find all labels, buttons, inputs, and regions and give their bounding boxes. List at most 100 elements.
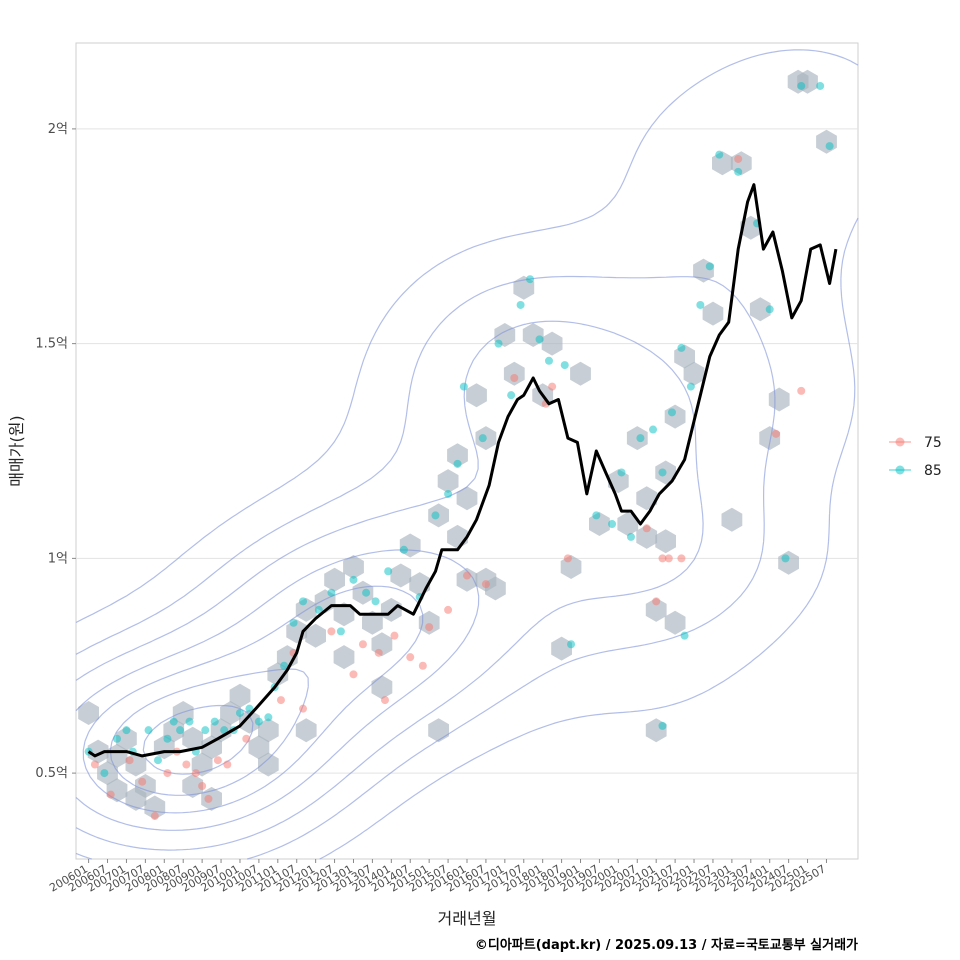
hexbin-cell: [456, 486, 478, 511]
hexbin-cell: [456, 567, 478, 592]
data-point-75: [481, 580, 490, 589]
hexbin-cell: [749, 297, 771, 322]
hexbin-cell: [182, 726, 204, 751]
hexbin-cell: [333, 602, 355, 627]
hexbin-cell: [305, 623, 326, 648]
hexbin-cell: [258, 752, 279, 777]
data-point-85: [677, 343, 686, 352]
x-axis: 2006012006072007012007072008012008072009…: [47, 859, 828, 895]
data-point-85: [680, 631, 689, 640]
data-point-85: [608, 520, 617, 529]
hexbin-cell: [683, 361, 705, 386]
hexbin-cell: [258, 718, 279, 743]
data-point-75: [374, 648, 383, 657]
median-line: [87, 183, 838, 758]
hexbin-cell: [239, 709, 260, 734]
data-point-85: [299, 597, 308, 606]
data-point-85: [507, 391, 516, 400]
data-point-85: [544, 356, 553, 365]
y-axis-title: 매매가(원): [7, 415, 26, 486]
data-point-85: [280, 661, 289, 670]
data-point-75: [390, 631, 399, 640]
data-point-85: [362, 588, 371, 597]
hexbin-cell: [702, 301, 724, 326]
data-point-75: [797, 386, 806, 395]
hexbin-cell: [645, 597, 667, 622]
data-point-85: [459, 382, 468, 391]
data-point-85: [431, 511, 440, 520]
data-point-75: [299, 704, 308, 713]
legend-key-point: [895, 465, 905, 475]
contour-line: [82, 585, 424, 814]
data-point-85: [453, 459, 462, 468]
density-contours: [75, 49, 859, 860]
data-point-85: [163, 734, 172, 743]
data-point-85: [715, 150, 724, 159]
contour-line: [109, 668, 309, 796]
data-point-75: [163, 769, 172, 778]
data-point-85: [617, 468, 626, 477]
data-point-75: [90, 760, 99, 769]
hexbin-cell: [636, 486, 658, 511]
hexbin-cell: [636, 524, 658, 549]
data-point-75: [204, 794, 213, 803]
data-point-85: [235, 708, 244, 717]
data-point-85: [636, 434, 645, 443]
hexbin-cell: [541, 331, 563, 356]
hexbin-cell: [116, 726, 137, 751]
median-line-layer: [87, 183, 838, 758]
data-point-75: [425, 623, 434, 632]
data-point-75: [548, 382, 557, 391]
data-point-85: [314, 605, 323, 614]
hexbin-cell: [125, 786, 147, 811]
data-point-85: [658, 468, 667, 477]
data-point-85: [245, 704, 254, 713]
hexbin-cell: [503, 361, 525, 386]
data-point-85: [765, 305, 774, 314]
data-point-85: [327, 588, 336, 597]
data-point-85: [649, 425, 658, 434]
legend-label: 85: [924, 463, 942, 479]
y-tick-label: 2억: [48, 122, 68, 137]
data-point-85: [478, 434, 487, 443]
data-point-75: [677, 554, 686, 563]
data-point-85: [686, 382, 695, 391]
data-point-75: [150, 812, 159, 821]
hexbin-cell: [362, 610, 383, 635]
data-point-85: [336, 627, 345, 636]
data-point-75: [658, 554, 667, 563]
hexbin-cell: [144, 795, 166, 820]
data-point-85: [144, 726, 153, 735]
data-point-85: [220, 726, 229, 735]
data-point-85: [797, 81, 806, 90]
data-point-75: [198, 781, 207, 790]
data-point-85: [516, 300, 525, 309]
data-point-75: [358, 640, 367, 649]
data-point-85: [567, 640, 576, 649]
data-point-75: [734, 154, 743, 163]
data-point-85: [264, 713, 273, 722]
data-point-85: [112, 734, 121, 743]
data-point-75: [242, 734, 251, 743]
y-tick-label: 1.5억: [35, 337, 68, 352]
legend: 75 85: [889, 435, 942, 479]
data-point-85: [371, 597, 380, 606]
hexbin-cell: [229, 683, 251, 708]
data-point-85: [201, 726, 210, 735]
source-caption: ©디아파트(dapt.kr) / 2025.09.13 / 자료=국토교통부 실…: [474, 938, 858, 953]
data-point-75: [223, 760, 232, 769]
x-axis-title: 거래년월: [438, 909, 497, 928]
data-point-85: [526, 275, 535, 284]
data-point-75: [510, 373, 519, 382]
data-point-85: [399, 545, 408, 554]
contour-line: [75, 549, 480, 831]
data-point-85: [176, 726, 185, 735]
data-point-75: [772, 429, 781, 438]
data-point-85: [560, 361, 569, 370]
data-point-75: [406, 653, 415, 662]
data-point-75: [213, 756, 222, 765]
hexbin-cell: [333, 645, 355, 670]
data-point-85: [696, 300, 705, 309]
data-point-75: [381, 696, 390, 705]
